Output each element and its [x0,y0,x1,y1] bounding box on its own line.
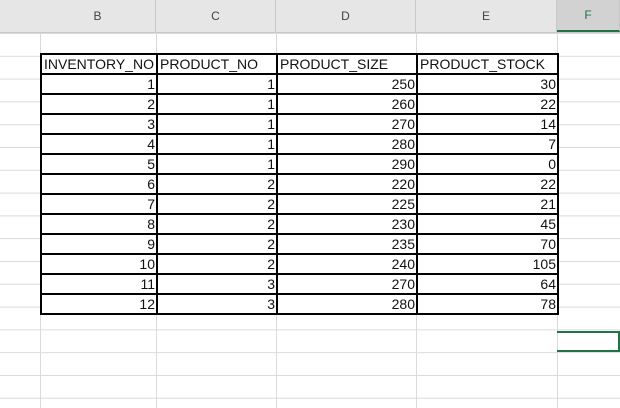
table-cell[interactable]: 7 [40,193,158,215]
table-cell[interactable]: 270 [276,273,418,295]
table-cell[interactable]: 2 [156,233,278,255]
table-cell[interactable]: 250 [276,73,418,95]
table-cell[interactable]: 78 [416,293,559,315]
table-cell[interactable]: 1 [156,93,278,115]
table-cell[interactable]: 6 [40,173,158,195]
table-row: 12 3 280 78 [40,293,559,315]
table-cell[interactable]: 105 [416,253,559,275]
table-cell[interactable]: 7 [416,133,559,155]
table-row: 4 1 280 7 [40,133,559,155]
table-row: 10 2 240 105 [40,253,559,275]
table-cell[interactable]: 21 [416,193,559,215]
table-cell[interactable]: 3 [40,113,158,135]
table-cell[interactable]: 230 [276,213,418,235]
table-cell[interactable]: 1 [156,113,278,135]
table-row: 5 1 290 0 [40,153,559,175]
table-header-row: INVENTORY_NO PRODUCT_NO PRODUCT_SIZE PRO… [40,53,559,75]
table-cell[interactable]: 270 [276,113,418,135]
table-cell[interactable]: 2 [40,93,158,115]
table-cell[interactable]: 1 [156,133,278,155]
table-cell[interactable]: 260 [276,93,418,115]
table-cell[interactable]: 280 [276,293,418,315]
table-row: 11 3 270 64 [40,273,559,295]
header-cell-inventory-no[interactable]: INVENTORY_NO [40,53,158,75]
table-cell[interactable]: 64 [416,273,559,295]
header-cell-product-stock[interactable]: PRODUCT_STOCK [416,53,559,75]
table-cell[interactable]: 22 [416,173,559,195]
table-cell[interactable]: 225 [276,193,418,215]
table-cell[interactable]: 8 [40,213,158,235]
table-row: 9 2 235 70 [40,233,559,255]
table-cell[interactable]: 235 [276,233,418,255]
table-row: 2 1 260 22 [40,93,559,115]
table-cell[interactable]: 70 [416,233,559,255]
table-cell[interactable]: 4 [40,133,158,155]
table-cell[interactable]: 1 [40,73,158,95]
table-cell[interactable]: 1 [156,153,278,175]
table-cell[interactable]: 2 [156,213,278,235]
table-cell[interactable]: 5 [40,153,158,175]
header-cell-product-no[interactable]: PRODUCT_NO [156,53,278,75]
column-header-c[interactable]: C [156,0,276,32]
header-cell-product-size[interactable]: PRODUCT_SIZE [276,53,418,75]
table-row: 7 2 225 21 [40,193,559,215]
table-row: 6 2 220 22 [40,173,559,195]
table-cell[interactable]: 11 [40,273,158,295]
table-cell[interactable]: 22 [416,93,559,115]
table-cell[interactable]: 2 [156,193,278,215]
table-cell[interactable]: 3 [156,293,278,315]
table-cell[interactable]: 220 [276,173,418,195]
table-cell[interactable]: 10 [40,253,158,275]
table-row: 1 1 250 30 [40,73,559,95]
table-cell[interactable]: 14 [416,113,559,135]
column-header-bar: B C D E F [0,0,620,33]
table-cell[interactable]: 45 [416,213,559,235]
table-row: 3 1 270 14 [40,113,559,135]
table-cell[interactable]: 2 [156,253,278,275]
table-cell[interactable]: 290 [276,153,418,175]
column-header-b[interactable]: B [40,0,156,32]
selected-cell[interactable] [557,331,620,352]
column-header-f[interactable]: F [557,0,620,32]
inventory-table: INVENTORY_NO PRODUCT_NO PRODUCT_SIZE PRO… [40,53,559,315]
table-cell[interactable]: 9 [40,233,158,255]
table-cell[interactable]: 3 [156,273,278,295]
table-cell[interactable]: 30 [416,73,559,95]
table-row: 8 2 230 45 [40,213,559,235]
table-cell[interactable]: 240 [276,253,418,275]
column-header-d[interactable]: D [276,0,416,32]
table-cell[interactable]: 12 [40,293,158,315]
table-cell[interactable]: 280 [276,133,418,155]
table-cell[interactable]: 2 [156,173,278,195]
table-cell[interactable]: 1 [156,73,278,95]
column-header-e[interactable]: E [416,0,557,32]
table-cell[interactable]: 0 [416,153,559,175]
